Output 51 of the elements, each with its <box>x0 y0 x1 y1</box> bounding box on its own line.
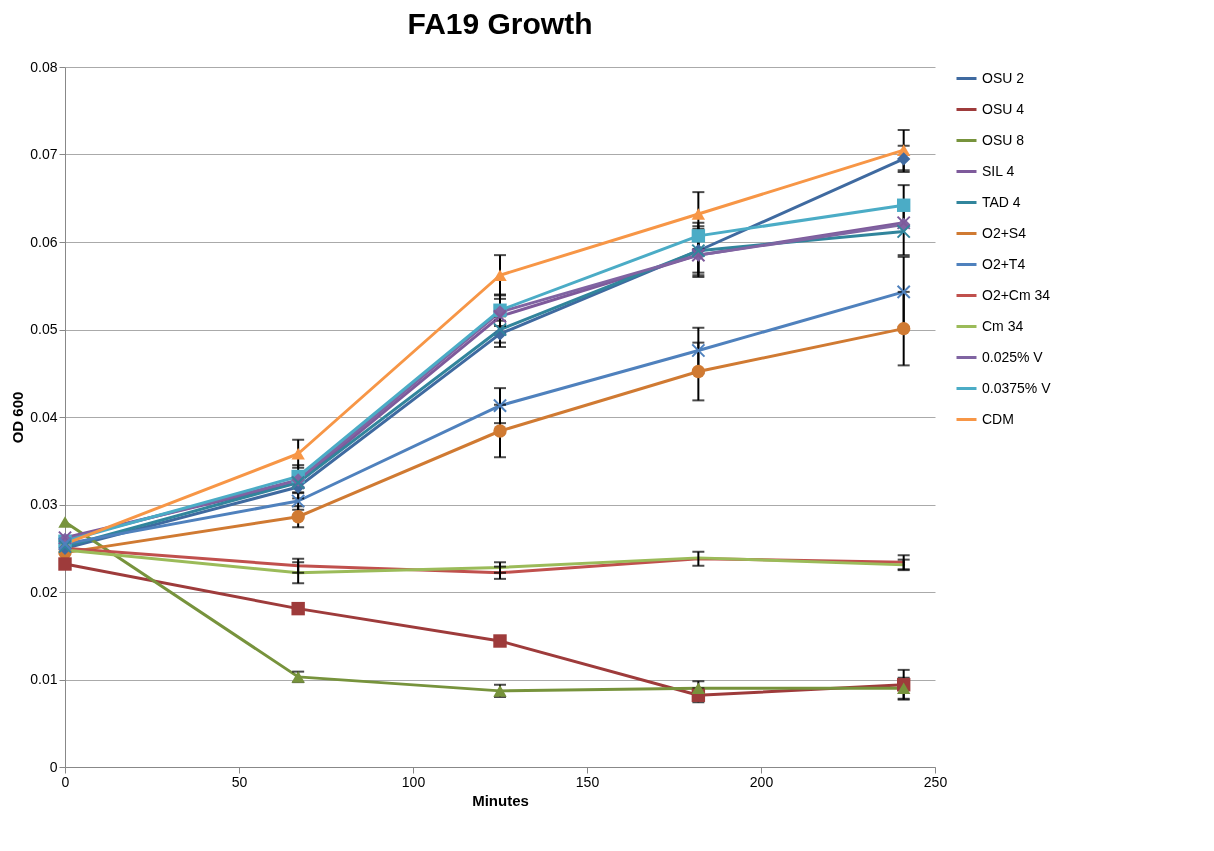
point <box>58 516 72 528</box>
point <box>58 557 72 571</box>
chart-title: FA19 Growth <box>407 7 593 40</box>
point <box>492 309 508 324</box>
point <box>691 229 706 243</box>
point <box>896 198 911 212</box>
point <box>896 321 911 336</box>
x-tick-label: 50 <box>231 773 248 790</box>
point <box>896 284 911 299</box>
point <box>896 682 911 695</box>
point <box>493 634 507 648</box>
point <box>691 364 706 379</box>
x-tick-label: 200 <box>749 773 774 790</box>
point <box>492 398 508 413</box>
y-tick-label: 0.04 <box>30 408 58 425</box>
x-tick-label: 250 <box>923 773 948 790</box>
y-tick-label: 0.07 <box>30 146 58 162</box>
point <box>691 343 706 358</box>
y-tick-label: 0.02 <box>30 583 58 600</box>
legend-label: O2+S4 <box>982 224 1027 241</box>
y-tick-label: 0.03 <box>30 496 58 512</box>
legend-label: OSU 8 <box>982 131 1025 148</box>
x-axis-title: Minutes <box>472 791 529 809</box>
legend-label: Cm 34 <box>982 317 1024 334</box>
legend-label: O2+Cm 34 <box>982 286 1051 303</box>
legend-label: OSU 2 <box>982 69 1025 86</box>
y-tick-label: 0.06 <box>30 233 58 250</box>
legend-label: TAD 4 <box>982 193 1021 210</box>
legend-label: CDM <box>982 410 1014 427</box>
point <box>291 447 305 460</box>
point <box>493 424 507 438</box>
x-tick-label: 150 <box>575 773 600 790</box>
point <box>896 152 911 166</box>
point <box>896 224 911 239</box>
y-tick-label: 0.01 <box>30 671 58 687</box>
point <box>493 269 507 282</box>
legend-label: 0.025% V <box>982 348 1044 365</box>
y-axis-title: OD 600 <box>9 391 27 444</box>
y-tick-label: 0 <box>49 758 58 775</box>
point <box>492 322 508 337</box>
point <box>291 601 305 616</box>
x-tick-label: 100 <box>401 773 426 790</box>
legend-label: O2+T4 <box>982 255 1026 272</box>
legend-label: SIL 4 <box>982 162 1015 179</box>
legend-label: OSU 4 <box>982 100 1025 117</box>
x-tick-label: 0 <box>61 773 70 790</box>
point <box>691 208 706 220</box>
point <box>291 510 305 524</box>
y-tick-label: 0.08 <box>30 58 58 75</box>
y-tick-label: 0.05 <box>30 321 58 337</box>
legend-label: 0.0375% V <box>982 379 1052 396</box>
